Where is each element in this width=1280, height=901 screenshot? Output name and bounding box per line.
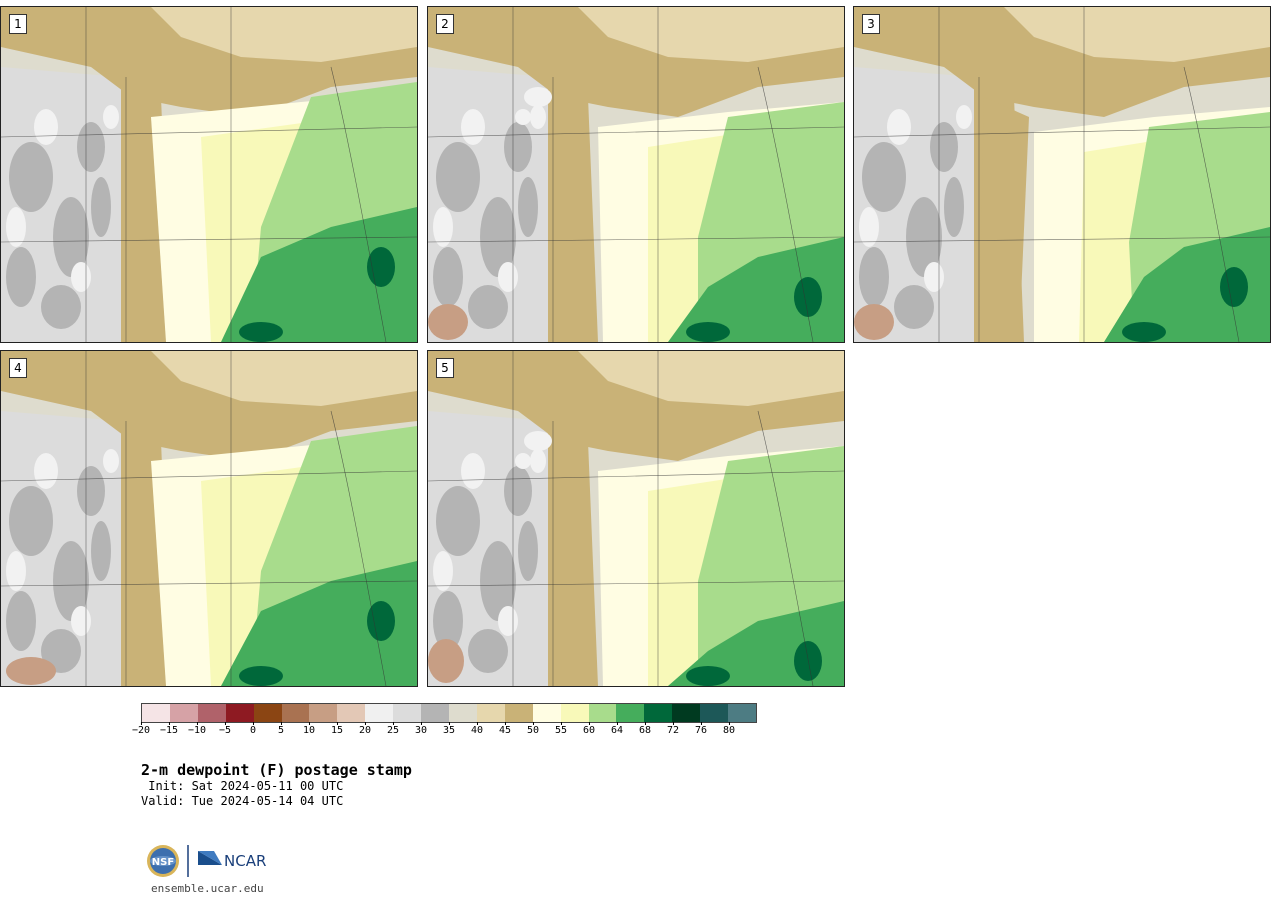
init-time: Init: Sat 2024-05-11 00 UTC — [141, 779, 344, 793]
colorbar-swatch — [504, 704, 533, 722]
map-panel-4: 4 — [0, 350, 418, 687]
colorbar-swatch — [337, 704, 366, 722]
colorbar-swatch — [700, 704, 729, 722]
dewpoint-map-3 — [854, 7, 1270, 342]
valid-time: Valid: Tue 2024-05-14 04 UTC — [141, 794, 344, 808]
chart-title: 2-m dewpoint (F) postage stamp — [141, 761, 412, 779]
colorbar-tick-label: 25 — [386, 722, 400, 736]
colorbar-swatch — [393, 704, 422, 722]
colorbar-tick-label: 80 — [722, 722, 736, 736]
panel-label-1: 1 — [9, 14, 27, 34]
colorbar-tick-label: 40 — [470, 722, 484, 736]
nsf-ncar-logo: NSF NCAR — [146, 843, 272, 879]
colorbar-swatch — [197, 704, 226, 722]
footer-url: ensemble.ucar.edu — [151, 882, 264, 895]
dewpoint-map-4 — [1, 351, 417, 686]
colorbar-swatch — [421, 704, 449, 722]
colorbar-swatch — [532, 704, 561, 722]
panel-label-2: 2 — [436, 14, 454, 34]
map-panel-2: 2 — [427, 6, 845, 343]
map-panel-1: 1 — [0, 6, 418, 343]
colorbar-tick-label: 45 — [498, 722, 512, 736]
colorbar-tick-label: −15 — [159, 722, 179, 736]
dewpoint-map-5 — [428, 351, 844, 686]
colorbar-tick-label: 0 — [249, 722, 257, 736]
colorbar-swatch — [644, 704, 673, 722]
panel-label-4: 4 — [9, 358, 27, 378]
colorbar-tick-label: 68 — [638, 722, 652, 736]
nsf-logo-icon: NSF — [147, 845, 179, 877]
panel-label-5: 5 — [436, 358, 454, 378]
colorbar-swatch — [560, 704, 589, 722]
colorbar-tick-label: 15 — [330, 722, 344, 736]
colorbar-swatch — [225, 704, 254, 722]
colorbar-swatch — [728, 704, 756, 722]
colorbar-swatch — [476, 704, 505, 722]
colorbar-swatch — [672, 704, 701, 722]
colorbar-tick-label: 20 — [358, 722, 372, 736]
colorbar-tick-label: 64 — [610, 722, 624, 736]
colorbar-tick-label: 35 — [442, 722, 456, 736]
colorbar-ticks: −20 −15 −10 −5 0 5 10 15 20 25 30 35 40 45 50 55 60 64 68 7… — [132, 722, 757, 741]
colorbar-tick-label: 50 — [526, 722, 540, 736]
colorbar-swatch — [281, 704, 310, 722]
colorbar-swatch — [253, 704, 282, 722]
colorbar-swatch — [142, 704, 170, 722]
panel-label-3: 3 — [862, 14, 880, 34]
colorbar-tick-label: 60 — [582, 722, 596, 736]
colorbar-tick-label: 72 — [666, 722, 680, 736]
colorbar-tick-label: −10 — [187, 722, 207, 736]
colorbar-tick-label: 55 — [554, 722, 568, 736]
colorbar-swatch — [448, 704, 477, 722]
colorbar-tick-label: 30 — [414, 722, 428, 736]
colorbar-swatch — [365, 704, 394, 722]
colorbar-swatch — [309, 704, 338, 722]
colorbar-swatch — [169, 704, 198, 722]
colorbar-swatch — [588, 704, 617, 722]
map-panel-3: 3 — [853, 6, 1271, 343]
dewpoint-map-1 — [1, 7, 417, 342]
colorbar — [141, 703, 757, 723]
colorbar-tick-label: 10 — [302, 722, 316, 736]
colorbar-tick-label: −5 — [218, 722, 232, 736]
colorbar-tick-label: 76 — [694, 722, 708, 736]
colorbar-swatch — [616, 704, 645, 722]
ncar-logo-icon: NCAR — [198, 851, 266, 870]
svg-text:NSF: NSF — [152, 857, 174, 868]
map-panel-5: 5 — [427, 350, 845, 687]
colorbar-tick-label: −20 — [131, 722, 151, 736]
svg-text:NCAR: NCAR — [224, 852, 266, 870]
dewpoint-map-2 — [428, 7, 844, 342]
colorbar-tick-label: 5 — [277, 722, 285, 736]
